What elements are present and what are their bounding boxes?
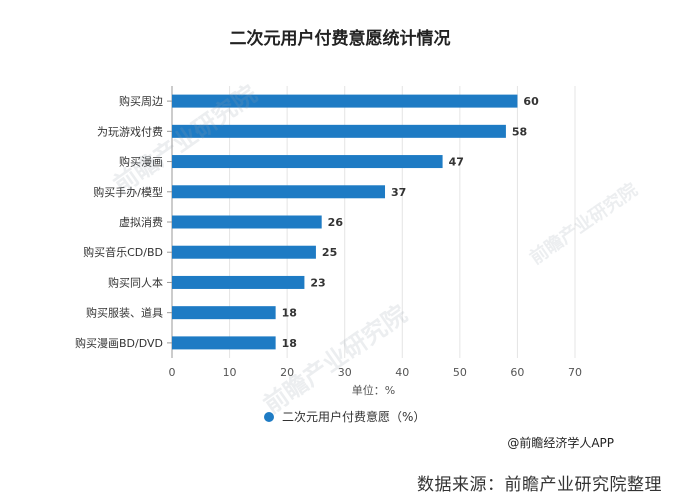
x-tick-label: 10 — [223, 366, 237, 379]
category-label: 购买漫画 — [119, 155, 163, 169]
category-label: 为玩游戏付费 — [97, 125, 163, 138]
legend-marker — [264, 411, 274, 422]
data-label: 37 — [391, 186, 406, 199]
category-label: 购买漫画BD/DVD — [75, 336, 163, 350]
data-label: 18 — [282, 307, 297, 320]
data-label: 25 — [322, 246, 337, 259]
x-tick-label: 50 — [453, 366, 467, 379]
bar — [172, 306, 276, 320]
category-label: 购买手办/模型 — [93, 185, 163, 199]
source-text: 数据来源：前瞻产业研究院整理 — [417, 475, 662, 495]
x-tick-label: 40 — [395, 366, 409, 379]
bar — [172, 124, 506, 138]
x-tick-label: 30 — [338, 366, 352, 379]
bar — [172, 336, 276, 350]
chart-title: 二次元用户付费意愿统计情况 — [229, 29, 451, 49]
category-label: 购买同人本 — [108, 275, 163, 289]
data-label: 58 — [512, 125, 527, 138]
bar — [172, 215, 322, 229]
category-label: 购买周边 — [119, 94, 163, 108]
bar — [172, 245, 316, 259]
x-tick-label: 0 — [169, 366, 176, 379]
data-label: 60 — [523, 95, 539, 108]
category-label: 购买音乐CD/BD — [83, 245, 163, 259]
category-label: 购买服装、道具 — [86, 306, 163, 320]
x-tick-label: 20 — [280, 366, 294, 379]
chart-legend: 二次元用户付费意愿（%） — [264, 408, 425, 425]
data-label: 26 — [328, 216, 344, 229]
category-label: 虚拟消费 — [119, 215, 163, 229]
legend-label: 二次元用户付费意愿（%） — [282, 410, 426, 424]
bar — [172, 155, 443, 169]
bar — [172, 275, 305, 289]
x-tick-label: 60 — [510, 366, 524, 379]
x-axis-label: 单位：% — [352, 383, 395, 397]
x-tick-label: 70 — [568, 366, 582, 379]
data-label: 23 — [310, 276, 325, 289]
attribution-text: @前瞻经济学人APP — [507, 436, 614, 450]
data-label: 18 — [282, 337, 297, 350]
data-label: 47 — [449, 156, 464, 169]
bar — [172, 185, 386, 199]
bar — [172, 94, 518, 108]
